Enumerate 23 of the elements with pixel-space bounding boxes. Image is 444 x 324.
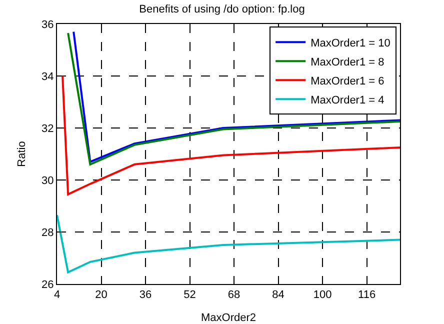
legend-label: MaxOrder1 = 6	[310, 75, 384, 88]
chart-title: Benefits of using /do option: fp.log	[139, 4, 305, 16]
legend-label: MaxOrder1 = 10	[310, 37, 390, 50]
y-tick-label: 36	[42, 18, 54, 31]
x-tick-label: 84	[272, 289, 284, 302]
x-tick-label: 68	[228, 289, 240, 302]
legend-label: MaxOrder1 = 8	[310, 56, 384, 68]
x-tick-label: 52	[184, 289, 196, 302]
line-series	[62, 75, 400, 196]
x-tick-label: 116	[358, 289, 376, 302]
legend-label: MaxOrder1 = 4	[310, 94, 384, 106]
x-axis-title: MaxOrder2	[200, 312, 256, 324]
y-tick-label: 32	[42, 122, 54, 135]
y-tick-label: 28	[42, 226, 54, 239]
y-tick-label: 34	[42, 70, 54, 83]
x-tick-label: 36	[139, 289, 152, 302]
y-tick-label: 30	[42, 174, 54, 187]
x-tick-label: 4	[54, 289, 60, 302]
x-tick-label: 20	[95, 289, 108, 302]
y-axis-title: Ratio	[16, 141, 28, 167]
line-series	[57, 214, 400, 274]
x-tick-label: 100	[313, 289, 332, 302]
y-tick-label: 26	[42, 278, 54, 291]
